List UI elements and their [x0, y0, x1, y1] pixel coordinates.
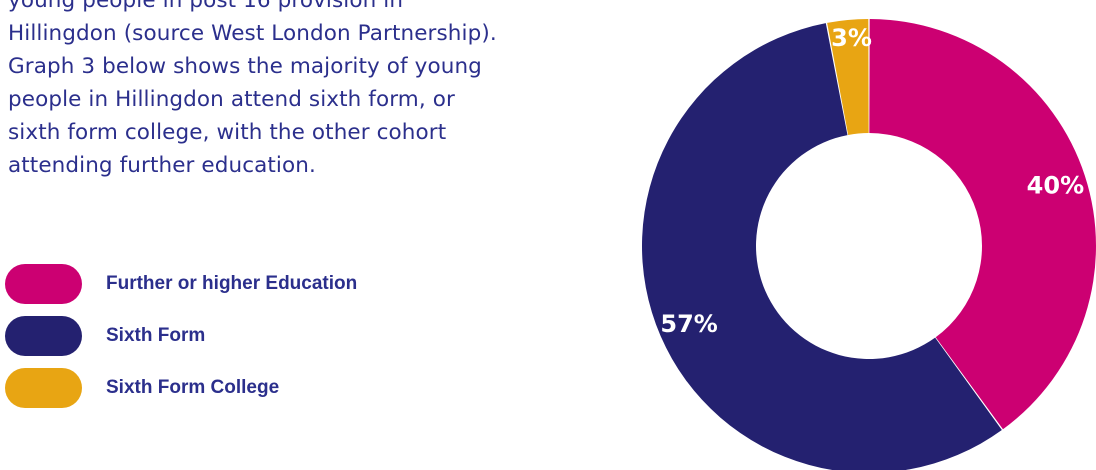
- legend-swatch: [5, 264, 82, 304]
- donut-slice-sixth-form: [642, 23, 1002, 470]
- intro-line: Hillingdon (source West London Partnersh…: [8, 21, 497, 46]
- legend-label: Further or higher Education: [106, 273, 358, 294]
- intro-text: young people in post 16 provision in Hil…: [8, 0, 568, 182]
- data-label-sixth-form: 57%: [660, 310, 717, 338]
- intro-line: Graph 3 below shows the majority of youn…: [8, 54, 482, 79]
- legend-label: Sixth Form: [106, 325, 206, 346]
- legend-swatch: [5, 316, 82, 356]
- intro-line: attending further education.: [8, 153, 316, 178]
- donut-slice-further-higher-education: [869, 19, 1096, 430]
- donut-labels: 40% 57% 3%: [660, 24, 1084, 338]
- donut-slice-sixth-form-college: [827, 19, 869, 135]
- intro-line: sixth form college, with the other cohor…: [8, 120, 447, 145]
- intro-line: young people in post 16 provision in: [8, 0, 404, 13]
- data-label-sixth-form-college: 3%: [831, 24, 872, 52]
- donut-slices: [642, 19, 1096, 470]
- intro-line: people in Hillingdon attend sixth form, …: [8, 87, 455, 112]
- data-label-further-higher-education: 40%: [1027, 171, 1084, 199]
- legend-swatch: [5, 368, 82, 408]
- legend-label: Sixth Form College: [106, 377, 280, 398]
